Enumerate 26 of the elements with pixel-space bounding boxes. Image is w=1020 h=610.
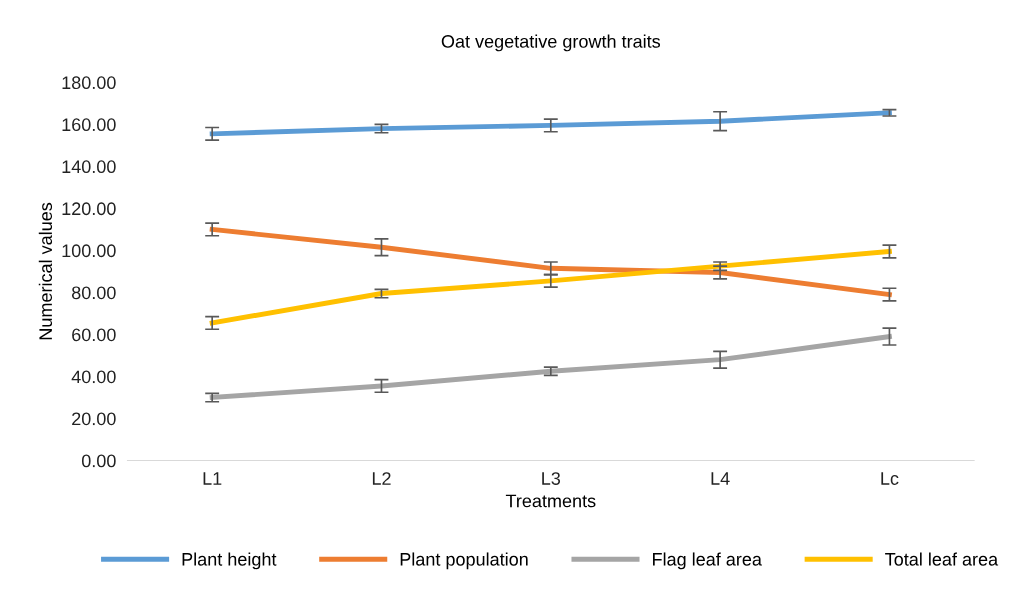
x-tick-label: L3 xyxy=(542,472,561,485)
line-series xyxy=(209,227,892,297)
y-tick-label: 60.00 xyxy=(72,328,116,342)
y-tick-label: 20.00 xyxy=(72,412,116,426)
y-tick-label: 100.00 xyxy=(62,244,116,258)
legend-label: Flag leaf area xyxy=(653,552,762,570)
legend-label: Plant population xyxy=(400,552,528,570)
legend-label: Total leaf area xyxy=(885,552,999,566)
chart-title: Oat vegetative growth traits xyxy=(441,34,661,52)
x-tick-label: L2 xyxy=(372,472,391,485)
line-series xyxy=(209,110,892,137)
x-axis-title: Treatments xyxy=(505,494,596,508)
x-tick-label: L1 xyxy=(203,472,222,485)
line-series xyxy=(209,249,892,326)
legend-label: Plant height xyxy=(182,552,277,570)
y-tick-label: 160.00 xyxy=(62,118,116,132)
y-tick-label: 120.00 xyxy=(62,202,116,216)
x-tick-label: L4 xyxy=(711,472,730,485)
y-axis-title: Numerical values xyxy=(38,202,53,340)
y-tick-label: 140.00 xyxy=(62,160,116,174)
line-series xyxy=(209,334,892,400)
y-tick-label: 180.00 xyxy=(62,76,116,90)
y-tick-label: 80.00 xyxy=(71,286,116,300)
y-tick-label: 0.00 xyxy=(81,454,116,468)
x-tick-label: Lc xyxy=(881,472,899,485)
y-tick-label: 40.00 xyxy=(71,370,116,384)
